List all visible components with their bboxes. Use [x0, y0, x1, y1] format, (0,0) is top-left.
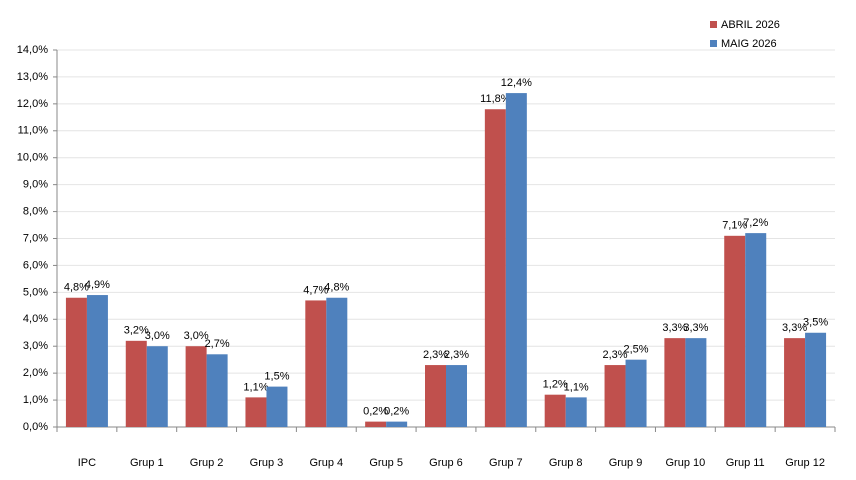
- bar: [565, 397, 587, 427]
- legend-swatch: [710, 40, 717, 47]
- bar: [784, 338, 806, 427]
- data-label: 1,5%: [264, 371, 289, 383]
- data-label: 2,3%: [602, 349, 627, 361]
- y-tick-label: 10,0%: [17, 152, 48, 164]
- y-tick-label: 7,0%: [23, 232, 48, 244]
- legend-label: ABRIL 2026: [721, 19, 780, 31]
- bar: [386, 421, 408, 427]
- x-tick-label: Grup 9: [609, 457, 643, 469]
- data-label: 0,2%: [384, 406, 409, 418]
- bar: [245, 397, 267, 427]
- data-label: 7,1%: [722, 220, 747, 232]
- y-tick-label: 1,0%: [23, 394, 48, 406]
- bar: [625, 359, 647, 427]
- data-label: 4,8%: [324, 282, 349, 294]
- x-tick-label: Grup 12: [785, 457, 825, 469]
- data-label: 7,2%: [743, 217, 768, 229]
- data-label: 2,5%: [623, 344, 648, 356]
- bar: [266, 386, 288, 427]
- legend-label: MAIG 2026: [721, 38, 777, 50]
- data-label: 0,2%: [363, 406, 388, 418]
- bar: [664, 338, 686, 427]
- data-label: 2,7%: [205, 338, 230, 350]
- bar: [505, 93, 527, 427]
- bar: [724, 235, 746, 427]
- bar: [305, 300, 327, 427]
- y-tick-label: 4,0%: [23, 313, 48, 325]
- y-tick-label: 13,0%: [17, 71, 48, 83]
- bar: [685, 338, 707, 427]
- bar: [745, 233, 767, 427]
- x-tick-label: Grup 8: [549, 457, 583, 469]
- data-label: 1,1%: [243, 381, 268, 393]
- data-label: 1,1%: [564, 381, 589, 393]
- data-label: 4,7%: [303, 284, 328, 296]
- bar: [484, 109, 506, 427]
- y-tick-label: 2,0%: [23, 367, 48, 379]
- y-tick-label: 5,0%: [23, 286, 48, 298]
- bar: [86, 295, 108, 427]
- x-tick-label: Grup 6: [429, 457, 463, 469]
- x-tick-label: Grup 4: [309, 457, 343, 469]
- bar: [365, 421, 387, 427]
- data-label: 11,8%: [480, 93, 511, 105]
- y-tick-label: 11,0%: [18, 125, 49, 137]
- y-tick-label: 6,0%: [23, 259, 48, 271]
- y-tick-label: 3,0%: [23, 340, 48, 352]
- y-tick-label: 12,0%: [17, 98, 48, 110]
- data-label: 2,3%: [444, 349, 469, 361]
- bar: [146, 346, 168, 427]
- data-label: 2,3%: [423, 349, 448, 361]
- data-label: 3,3%: [782, 322, 807, 334]
- x-tick-label: Grup 3: [250, 457, 284, 469]
- x-tick-label: IPC: [78, 457, 96, 469]
- legend-swatch: [710, 21, 717, 28]
- bar: [326, 297, 348, 427]
- bar: [206, 354, 228, 427]
- x-tick-label: Grup 5: [369, 457, 403, 469]
- data-label: 3,0%: [184, 330, 209, 342]
- bar: [805, 332, 827, 427]
- data-label: 1,2%: [543, 379, 568, 391]
- x-tick-label: Grup 1: [130, 457, 164, 469]
- y-tick-label: 14,0%: [17, 44, 48, 56]
- x-tick-label: Grup 2: [190, 457, 224, 469]
- bar: [185, 346, 207, 427]
- bar: [425, 365, 446, 427]
- data-label: 12,4%: [501, 77, 532, 89]
- data-label: 4,8%: [64, 282, 89, 294]
- data-label: 3,3%: [683, 322, 708, 334]
- x-tick-label: Grup 11: [726, 457, 765, 469]
- x-tick-label: Grup 10: [666, 457, 706, 469]
- data-label: 3,3%: [662, 322, 687, 334]
- y-tick-label: 0,0%: [23, 421, 48, 433]
- bar: [125, 340, 147, 427]
- bar: [604, 365, 626, 427]
- x-tick-label: Grup 7: [489, 457, 523, 469]
- bar: [446, 365, 467, 427]
- data-label: 3,5%: [803, 317, 828, 329]
- data-label: 4,9%: [85, 279, 110, 291]
- bar: [65, 297, 87, 427]
- y-tick-label: 9,0%: [23, 179, 48, 191]
- data-label: 3,2%: [124, 325, 149, 337]
- y-tick-label: 8,0%: [23, 205, 48, 217]
- bar: [544, 394, 566, 427]
- data-label: 3,0%: [145, 330, 170, 342]
